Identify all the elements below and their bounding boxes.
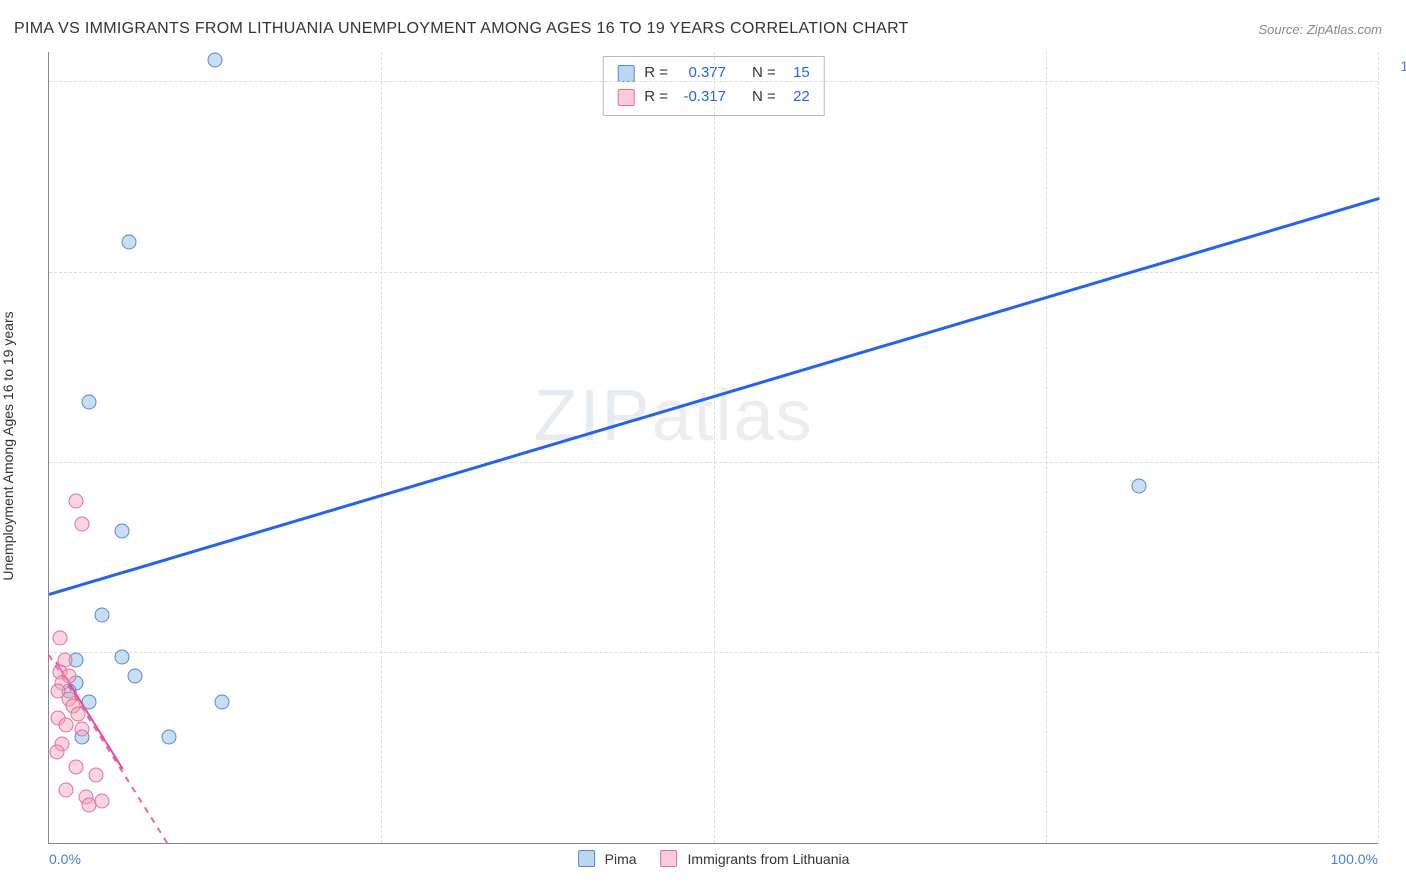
x-axis-legend: Pima Immigrants from Lithuania bbox=[578, 850, 850, 867]
gridline-vertical bbox=[1046, 52, 1047, 843]
legend-item: Immigrants from Lithuania bbox=[661, 850, 850, 867]
data-point bbox=[115, 649, 130, 664]
data-point bbox=[95, 607, 110, 622]
legend-swatch bbox=[578, 850, 595, 867]
data-point bbox=[75, 721, 90, 736]
chart-title: PIMA VS IMMIGRANTS FROM LITHUANIA UNEMPL… bbox=[14, 20, 909, 38]
data-point bbox=[161, 729, 176, 744]
n-label: N = bbox=[752, 85, 776, 109]
data-point bbox=[81, 797, 96, 812]
data-point bbox=[75, 516, 90, 531]
gridline-vertical bbox=[714, 52, 715, 843]
y-tick-label: 25.0% bbox=[1388, 629, 1406, 645]
r-value: -0.317 bbox=[674, 85, 726, 109]
data-point bbox=[208, 52, 223, 67]
data-point bbox=[59, 718, 74, 733]
plot-area: ZIPatlas R =0.377N =15R =-0.317N =22 Pim… bbox=[48, 52, 1378, 844]
data-point bbox=[68, 759, 83, 774]
legend-swatch bbox=[617, 65, 634, 82]
gridline-vertical bbox=[381, 52, 382, 843]
x-tick-label: 0.0% bbox=[49, 851, 81, 867]
data-point bbox=[88, 767, 103, 782]
data-point bbox=[115, 524, 130, 539]
legend-label: Immigrants from Lithuania bbox=[688, 851, 850, 867]
y-tick-label: 50.0% bbox=[1388, 439, 1406, 455]
watermark: ZIPatlas bbox=[534, 375, 814, 457]
y-tick-label: 75.0% bbox=[1388, 249, 1406, 265]
legend-label: Pima bbox=[605, 851, 637, 867]
y-tick-label: 100.0% bbox=[1388, 58, 1406, 74]
n-value: 22 bbox=[782, 85, 810, 109]
data-point bbox=[128, 668, 143, 683]
data-point bbox=[121, 235, 136, 250]
data-point bbox=[52, 630, 67, 645]
chart-container: PIMA VS IMMIGRANTS FROM LITHUANIA UNEMPL… bbox=[0, 0, 1406, 892]
legend-swatch bbox=[661, 850, 678, 867]
data-point bbox=[59, 782, 74, 797]
legend-swatch bbox=[617, 89, 634, 106]
data-point bbox=[81, 394, 96, 409]
legend-item: Pima bbox=[578, 850, 637, 867]
data-point bbox=[214, 695, 229, 710]
data-point bbox=[71, 706, 86, 721]
data-point bbox=[1131, 478, 1146, 493]
data-point bbox=[49, 744, 64, 759]
r-label: R = bbox=[644, 85, 668, 109]
data-point bbox=[95, 794, 110, 809]
data-point bbox=[68, 493, 83, 508]
x-tick-label: 100.0% bbox=[1331, 851, 1378, 867]
gridline-vertical bbox=[1378, 52, 1379, 843]
source-label: Source: ZipAtlas.com bbox=[1258, 22, 1382, 37]
